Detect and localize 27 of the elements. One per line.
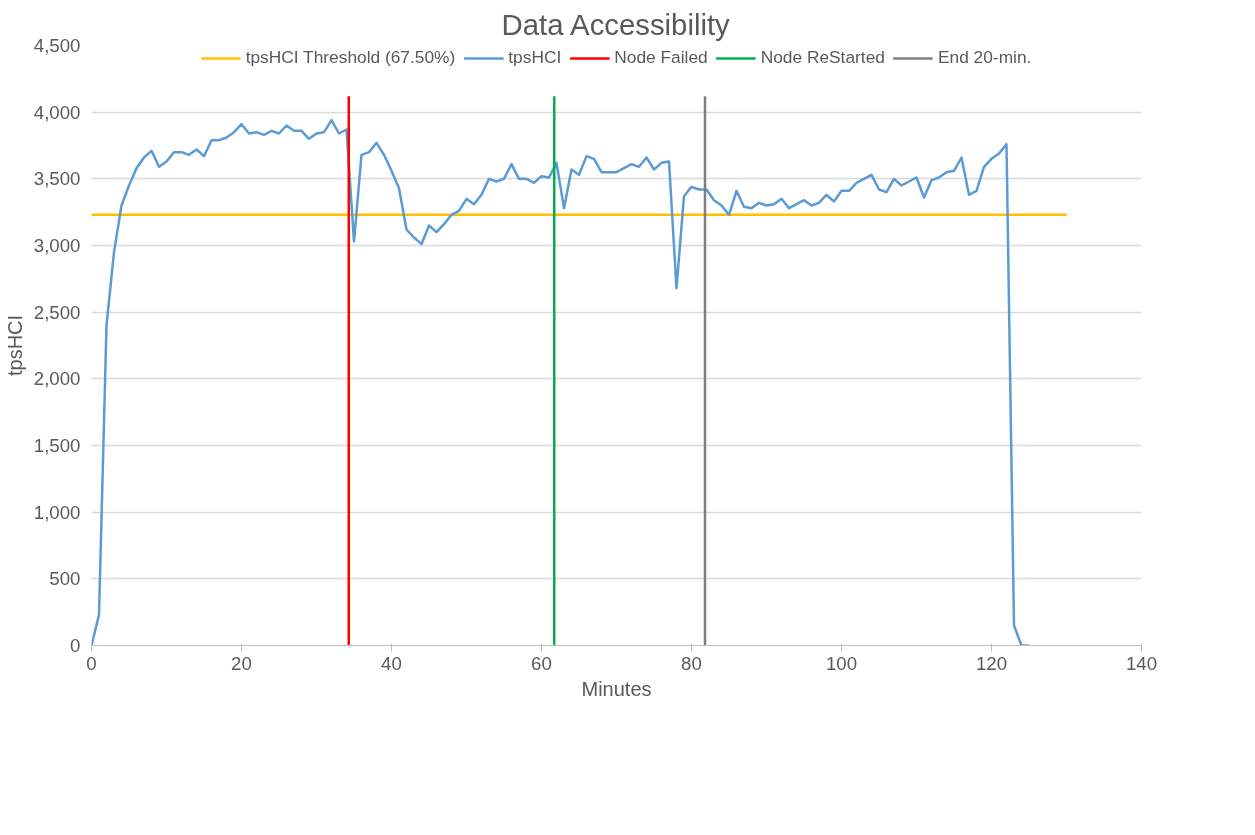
x-tick-label: 100 bbox=[825, 652, 858, 674]
y-tick-label: 3,500 bbox=[33, 168, 81, 190]
legend-label: End 20-min. bbox=[937, 47, 1032, 68]
x-tick-label: 120 bbox=[975, 652, 1008, 674]
y-tick-label: 2,500 bbox=[33, 301, 81, 323]
x-tick-label: 60 bbox=[531, 652, 552, 674]
legend-label: tpsHCI Threshold (67.50%) bbox=[245, 47, 456, 68]
x-tick-label: 80 bbox=[681, 652, 702, 674]
y-tick-label: 1,500 bbox=[33, 435, 81, 456]
y-tick-label: 500 bbox=[49, 568, 81, 590]
y-tick-label: 4,000 bbox=[33, 101, 81, 123]
y-tick-label: 0 bbox=[70, 635, 81, 656]
legend-label: tpsHCI bbox=[508, 47, 562, 68]
legend-label: Node Failed bbox=[614, 47, 708, 68]
chart-title: Data Accessibility bbox=[501, 7, 731, 41]
line-series bbox=[91, 118, 1031, 646]
x-tick-label: 0 bbox=[86, 652, 97, 674]
y-tick-label: 1,000 bbox=[33, 501, 81, 523]
y-axis-title: tpsHCI bbox=[3, 314, 26, 377]
x-axis-title: Minutes bbox=[581, 677, 652, 700]
y-tick-label: 4,500 bbox=[33, 35, 81, 56]
legend-label: Node ReStarted bbox=[760, 47, 885, 68]
y-tick-label: 3,000 bbox=[33, 235, 81, 256]
x-tick-label: 140 bbox=[1125, 652, 1158, 674]
x-tick-label: 20 bbox=[231, 652, 252, 674]
y-tick-label: 2,000 bbox=[33, 368, 81, 390]
x-tick-label: 40 bbox=[381, 652, 402, 674]
